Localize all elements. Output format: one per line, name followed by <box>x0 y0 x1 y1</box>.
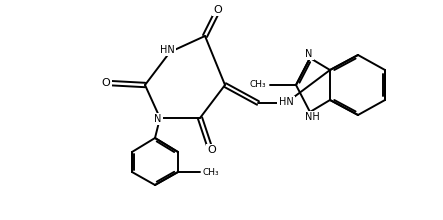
Text: HN: HN <box>279 97 293 107</box>
Text: NH: NH <box>305 112 319 122</box>
Text: CH₃: CH₃ <box>249 79 266 88</box>
Text: O: O <box>208 145 216 155</box>
Text: N: N <box>305 49 313 59</box>
Text: HN: HN <box>159 45 175 55</box>
Text: O: O <box>101 78 110 88</box>
Text: CH₃: CH₃ <box>203 167 220 176</box>
Text: N: N <box>154 114 162 124</box>
Text: O: O <box>214 5 222 15</box>
